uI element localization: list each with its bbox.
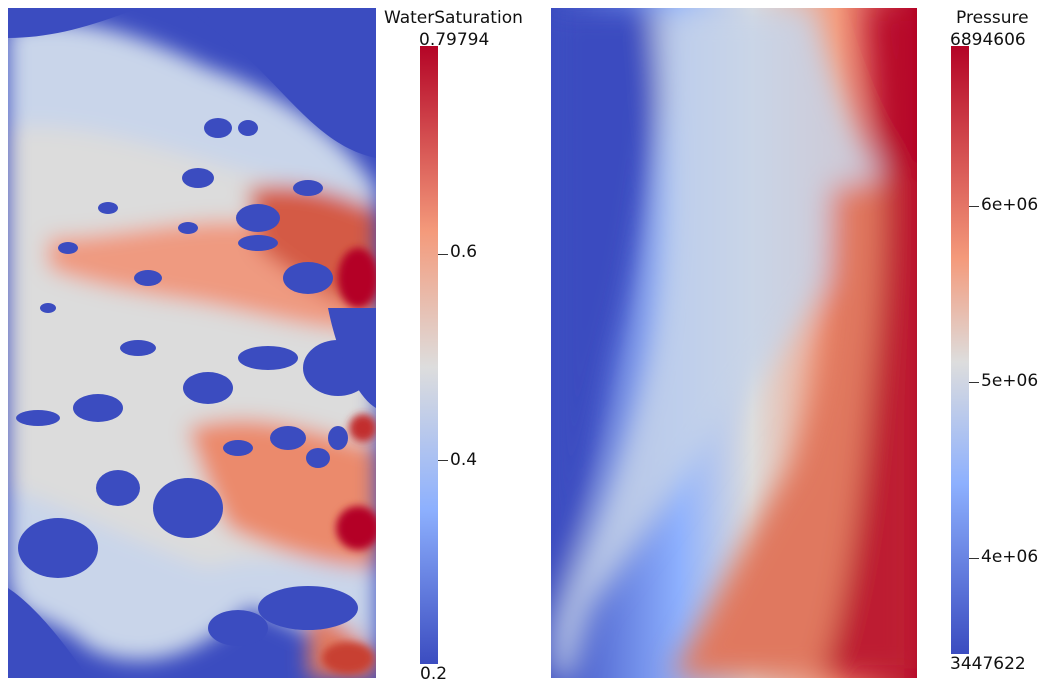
water-saturation-tick (438, 460, 448, 461)
water-saturation-field (8, 8, 376, 678)
water-saturation-min-label: 0.2 (420, 664, 448, 684)
pressure-tick-label: 4e+06 (981, 547, 1039, 567)
pressure-tick (969, 206, 979, 207)
water-saturation-max-label: 0.79794 (419, 30, 490, 50)
pressure-colorbar (951, 46, 969, 654)
pressure-tick-label: 6e+06 (981, 195, 1039, 215)
pressure-max-label: 6894606 (950, 30, 1026, 50)
water-saturation-plot (8, 8, 376, 678)
pressure-field (551, 8, 917, 678)
water-saturation-tick (438, 254, 448, 255)
water-saturation-tick-label: 0.4 (450, 450, 478, 470)
pressure-tick (969, 382, 979, 383)
pressure-min-label: 3447622 (950, 654, 1026, 674)
water-saturation-colorbar (420, 46, 438, 664)
pressure-title: Pressure (956, 8, 1029, 28)
water-saturation-title: WaterSaturation (384, 8, 523, 28)
water-saturation-tick-label: 0.6 (450, 242, 478, 262)
pressure-plot (551, 8, 917, 678)
pressure-tick (969, 558, 979, 559)
pressure-tick-label: 5e+06 (981, 371, 1039, 391)
